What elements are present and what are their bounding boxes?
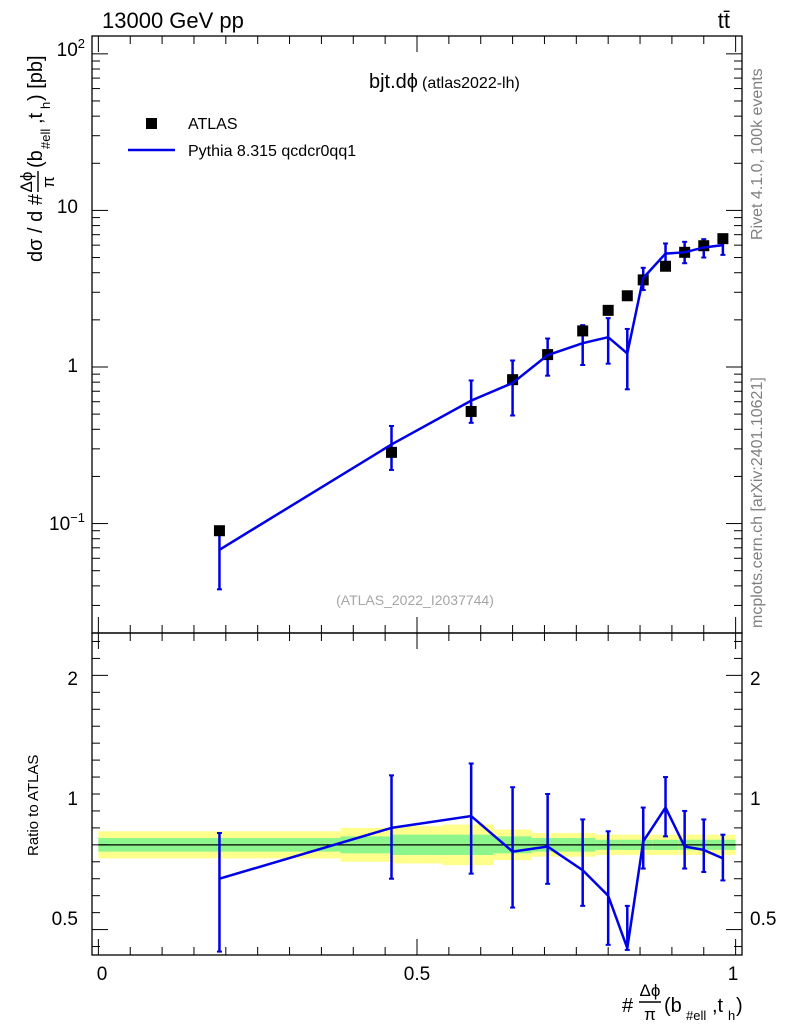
svg-text:dσ / d #: dσ / d # — [25, 193, 47, 262]
atlas-data-point — [465, 405, 477, 417]
mcplots-reference-label: mcplots.cern.ch [arXiv:2401.10621] — [749, 377, 766, 628]
ratio-frame — [91, 632, 743, 956]
ratio-ytick-label-right-1: 1 — [750, 789, 761, 810]
svg-text:Δϕ: Δϕ — [17, 172, 36, 193]
svg-text:) [pb]: ) [pb] — [25, 55, 47, 101]
atlas-data-point — [213, 525, 225, 537]
svg-text:,t: ,t — [712, 995, 724, 1017]
svg-text:h: h — [728, 1008, 735, 1023]
main-ylabel: dσ / d # Δϕ π (b #ell ,t h ) [pb] — [17, 55, 58, 262]
main-ytick-label-2: 10 — [57, 197, 78, 218]
ratio-ytick-label-left-0: 0.5 — [52, 909, 78, 930]
atlas-data-point — [717, 233, 729, 245]
analysis-watermark: (ATLAS_2022_I2037744) — [336, 592, 494, 608]
main-ytick-label-0: 10−1 — [49, 510, 85, 535]
ratio-plot-content — [216, 762, 726, 953]
ratio-ylabel: Ratio to ATLAS — [25, 755, 42, 856]
ratio-panel: 2 1 0.5 2 1 0.5 Ratio to ATLAS 0 0.5 1 #… — [25, 632, 776, 1024]
atlas-data-point — [602, 304, 614, 316]
rivet-version-label: Rivet 4.1.0, 100k events — [749, 68, 766, 240]
atlas-data-point — [698, 240, 710, 252]
legend-atlas-marker — [146, 118, 157, 129]
header-process: tt̄ — [718, 8, 730, 33]
svg-text:10−1: 10−1 — [49, 510, 85, 535]
svg-text:,t: ,t — [25, 112, 47, 124]
main-ytick-label-1: 1 — [67, 356, 78, 377]
mc-prediction-line — [218, 243, 724, 551]
svg-text:#: # — [622, 995, 634, 1017]
ratio-mc-line — [219, 805, 724, 949]
main-ytick-label-3: 102 — [57, 36, 85, 61]
atlas-data-point — [577, 325, 589, 337]
ratio-ytick-label-left-1: 1 — [67, 789, 78, 810]
xtick-label-1: 0.5 — [404, 964, 430, 985]
svg-text:π: π — [39, 176, 58, 188]
svg-text:(b: (b — [25, 150, 47, 168]
ratio-axis-ticks — [92, 633, 742, 955]
ratio-uncertainty-band — [98, 824, 736, 866]
main-axis-ticks — [92, 36, 742, 634]
main-panel: bjt.dϕ (atlas2022-lh) (ATLAS_2022_I20377… — [17, 35, 743, 634]
atlas-data-point — [660, 260, 672, 272]
svg-text:π: π — [644, 1005, 656, 1024]
ratio-ytick-label-left-2: 2 — [67, 669, 78, 690]
xlabel: # Δϕ π (b #ell ,t h ) — [622, 981, 743, 1024]
svg-text:(b: (b — [664, 995, 682, 1017]
main-plot-content — [213, 233, 729, 591]
xtick-label-2: 1 — [728, 964, 739, 985]
atlas-data-point — [386, 446, 398, 458]
legend-pythia-label: Pythia 8.315 qcdcr0qq1 — [188, 143, 356, 160]
legend: ATLAS Pythia 8.315 qcdcr0qq1 — [128, 116, 356, 160]
ratio-ytick-label-right-0: 0.5 — [750, 909, 776, 930]
svg-text:h: h — [38, 102, 53, 109]
atlas-data-point — [507, 374, 519, 386]
xtick-label-0: 0 — [97, 964, 108, 985]
svg-text:#ell: #ell — [686, 1008, 706, 1023]
header-energy: 13000 GeV pp — [102, 8, 244, 33]
svg-text:#ell: #ell — [38, 129, 53, 149]
plot-title: bjt.dϕ — [369, 71, 418, 93]
ratio-ytick-label-right-2: 2 — [750, 669, 761, 690]
svg-text:Δϕ: Δϕ — [640, 981, 661, 1000]
svg-text:): ) — [736, 995, 743, 1017]
legend-atlas-label: ATLAS — [188, 116, 238, 133]
atlas-data-point — [621, 290, 633, 302]
plot-subtitle: (atlas2022-lh) — [422, 75, 520, 92]
svg-text:102: 102 — [57, 36, 85, 61]
